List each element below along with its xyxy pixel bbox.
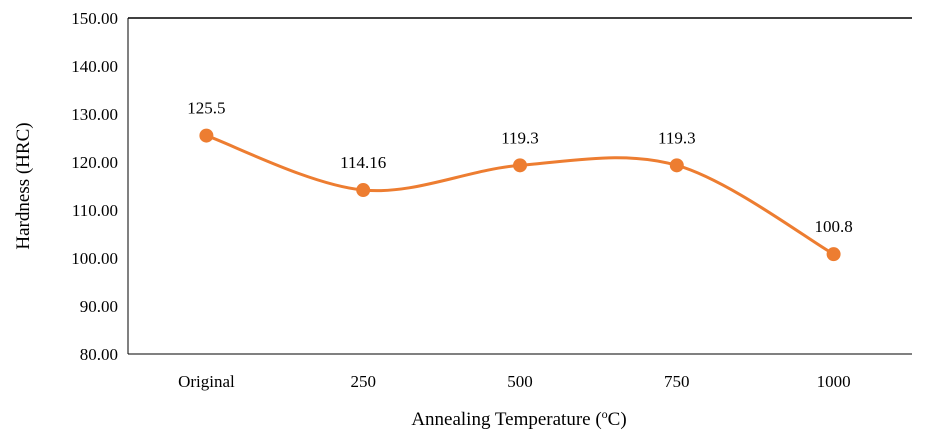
x-axis-title-superscript: o — [602, 407, 608, 421]
data-point — [513, 158, 527, 173]
x-tick-label: 250 — [350, 372, 376, 391]
data-point — [356, 183, 371, 198]
x-axis-title: Annealing Temperature (oC) — [411, 407, 626, 430]
y-tick-label: 140.00 — [71, 57, 118, 76]
x-axis-title-suffix: C) — [608, 409, 627, 430]
data-label: 114.16 — [340, 153, 386, 172]
data-label: 100.8 — [814, 217, 852, 236]
y-tick-label: 120.00 — [71, 153, 118, 172]
y-axis-title: Hardness (HRC) — [13, 122, 34, 249]
x-tick-label: Original — [178, 372, 235, 391]
y-tick-label: 80.00 — [80, 345, 118, 364]
data-labels: 125.5 114.16 119.3 119.3 100.8 — [187, 99, 852, 237]
x-tick-label: 500 — [507, 372, 533, 391]
y-tick-labels: 80.00 90.00 100.00 110.00 120.00 130.00 140.00… — [71, 9, 118, 364]
data-label: 119.3 — [501, 128, 539, 147]
y-tick-label: 150.00 — [71, 9, 118, 28]
data-point — [669, 158, 684, 173]
data-label: 119.3 — [658, 128, 696, 147]
y-tick-label: 90.00 — [80, 297, 118, 316]
x-tick-label: 750 — [664, 372, 690, 391]
data-label: 125.5 — [187, 99, 225, 118]
y-tick-label: 100.00 — [71, 249, 118, 268]
x-tick-label: 1000 — [817, 372, 851, 391]
data-point — [199, 128, 214, 143]
y-tick-label: 130.00 — [71, 105, 118, 124]
x-axis-title-main: Annealing Temperature ( — [411, 409, 601, 430]
data-point — [826, 247, 841, 262]
series-hardness — [199, 128, 841, 262]
plot-frame — [127, 17, 912, 355]
series-line — [204, 134, 836, 256]
x-tick-labels: Original 250 500 750 1000 — [178, 372, 851, 391]
y-tick-label: 110.00 — [72, 201, 118, 220]
